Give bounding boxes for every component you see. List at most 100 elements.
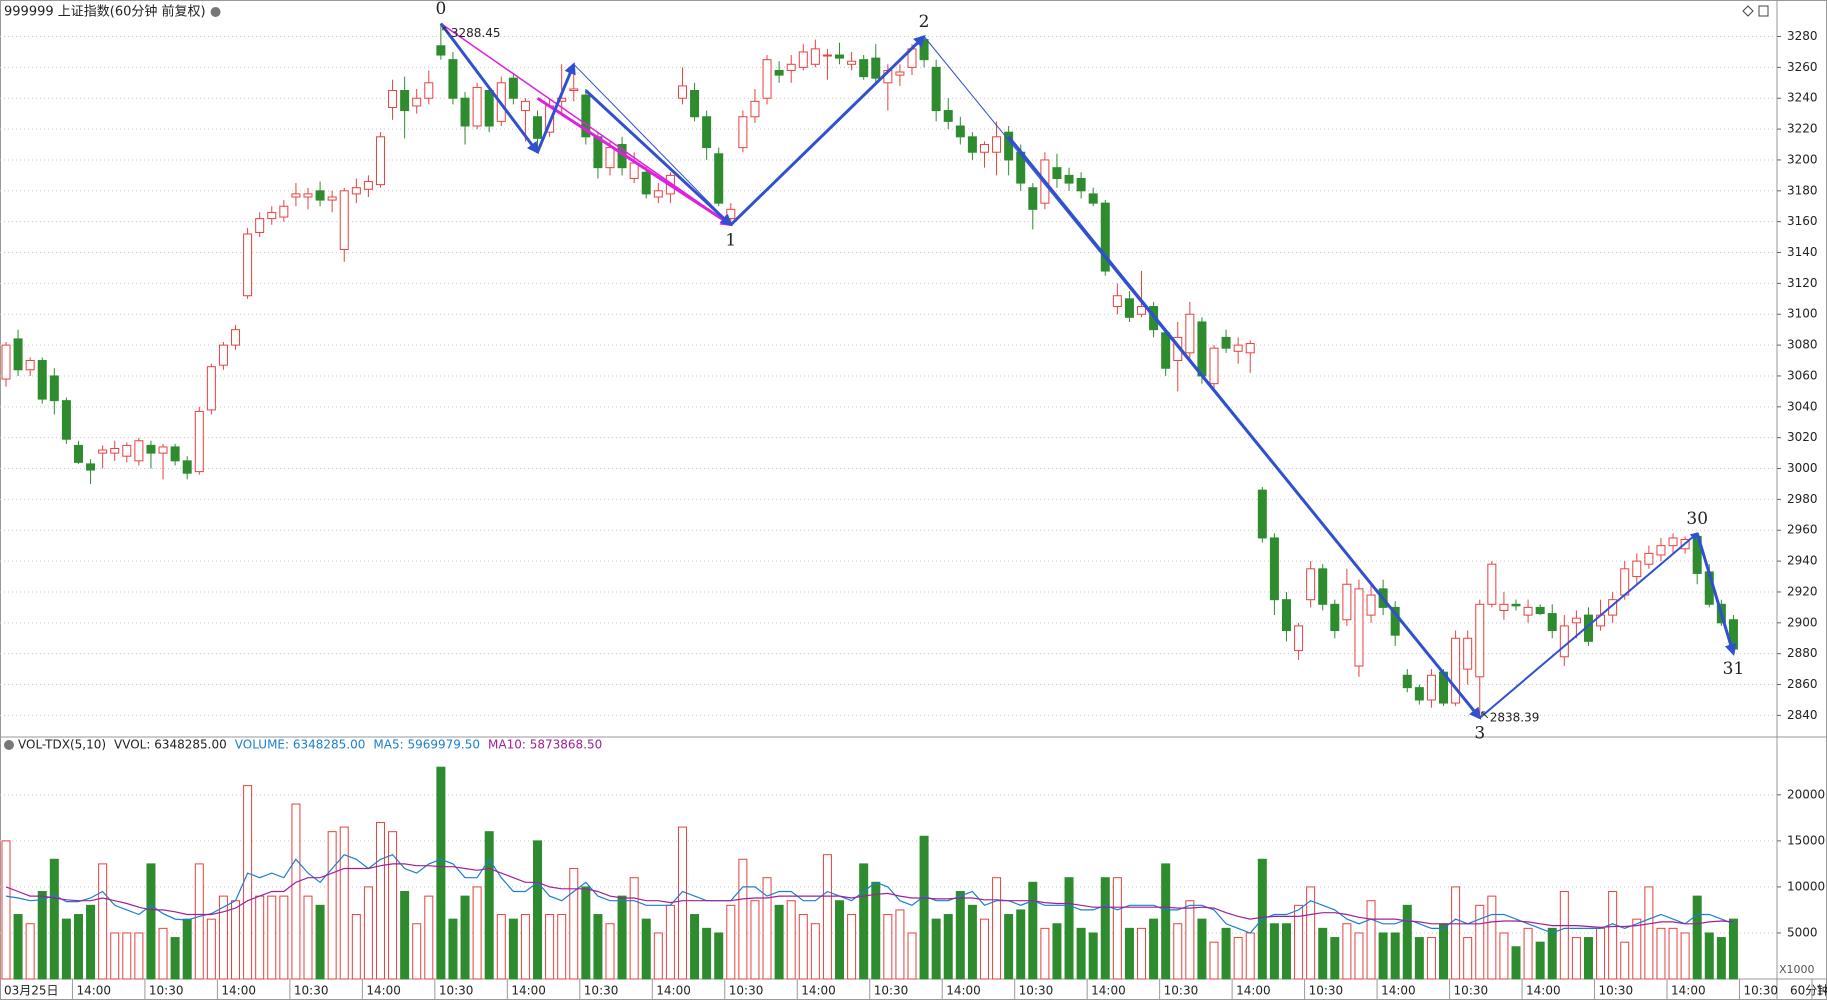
volume-bar bbox=[1016, 909, 1026, 980]
candle-body bbox=[1137, 306, 1147, 315]
volume-bar bbox=[25, 923, 35, 980]
wave-line bbox=[439, 22, 539, 155]
volume-bar bbox=[496, 914, 506, 980]
candle-body bbox=[677, 85, 687, 99]
volume-bar bbox=[919, 835, 929, 980]
volume-bar bbox=[714, 932, 724, 980]
candle-body bbox=[460, 97, 470, 127]
volume-bar bbox=[122, 932, 132, 980]
x-tick-label: 10:30 bbox=[584, 984, 619, 998]
volume-bar bbox=[1028, 881, 1038, 980]
candle-body bbox=[690, 90, 700, 118]
diamond-icon[interactable] bbox=[1742, 5, 1754, 17]
candle-body bbox=[871, 57, 881, 79]
candle-body bbox=[327, 196, 337, 201]
candle-body bbox=[243, 233, 253, 297]
volume-bar bbox=[412, 923, 422, 980]
candle-body bbox=[593, 136, 603, 169]
x-tick-label: 10:30 bbox=[729, 984, 764, 998]
title-menu-icon[interactable] bbox=[210, 7, 221, 17]
volume-bar bbox=[1281, 923, 1291, 980]
volume-bar bbox=[1716, 937, 1726, 980]
volume-bar bbox=[569, 868, 579, 980]
volume-title: VOL-TDX(5,10) bbox=[18, 738, 106, 752]
y-tick-label: 3060 bbox=[1787, 368, 1818, 382]
volume-bar bbox=[895, 909, 905, 980]
volume-bar bbox=[690, 914, 700, 980]
volume-bar bbox=[86, 904, 96, 980]
volume-bar bbox=[1426, 937, 1436, 980]
y-tick-label: 3000 bbox=[1787, 461, 1818, 475]
candle-body bbox=[122, 444, 132, 457]
candle-body bbox=[1535, 606, 1545, 615]
volume-field: MA5: 5969979.50 bbox=[373, 738, 480, 752]
wave-line bbox=[1695, 532, 1737, 656]
volume-bar bbox=[1161, 863, 1171, 980]
volume-bar bbox=[955, 891, 965, 980]
candle-body bbox=[1330, 603, 1340, 632]
price-label: 2838.39 bbox=[1490, 710, 1540, 724]
volume-bar bbox=[677, 826, 687, 980]
y-tick-label: 3240 bbox=[1787, 91, 1818, 105]
volume-bar bbox=[992, 877, 1002, 980]
volume-bar bbox=[1523, 927, 1533, 980]
candle-body bbox=[1306, 568, 1316, 601]
volume-bar bbox=[1620, 941, 1630, 980]
y-tick-label: 3160 bbox=[1787, 214, 1818, 228]
candle-body bbox=[943, 110, 953, 122]
volume-bar bbox=[375, 821, 385, 980]
candle-body bbox=[979, 144, 989, 153]
candle-body bbox=[1366, 594, 1376, 616]
volume-bar bbox=[967, 904, 977, 980]
candle-body bbox=[1112, 295, 1122, 308]
volume-bar bbox=[702, 927, 712, 980]
candle-body bbox=[61, 400, 71, 440]
candle-body bbox=[1185, 313, 1195, 354]
volume-bar bbox=[291, 803, 301, 980]
volume-bar bbox=[472, 886, 482, 980]
volume-bar bbox=[1306, 886, 1316, 980]
candle-body bbox=[1559, 625, 1569, 658]
volume-bar bbox=[484, 831, 494, 980]
window-icon[interactable] bbox=[1758, 5, 1769, 17]
volume-bar bbox=[1112, 877, 1122, 980]
wave-line bbox=[584, 89, 733, 227]
volume-bar bbox=[545, 914, 555, 980]
candle-body bbox=[1064, 174, 1074, 184]
candle-body bbox=[194, 410, 204, 473]
volume-bar bbox=[1209, 941, 1219, 980]
volume-menu-icon[interactable] bbox=[4, 740, 14, 750]
volume-bar bbox=[1632, 918, 1642, 980]
wave-line bbox=[536, 62, 576, 153]
volume-bar bbox=[158, 927, 168, 980]
volume-bar bbox=[339, 826, 349, 980]
x-tick-label: 10:30 bbox=[1164, 984, 1199, 998]
candle-body bbox=[1547, 613, 1557, 632]
volume-bar bbox=[363, 886, 373, 980]
candle-body bbox=[1028, 187, 1038, 210]
volume-field: MA10: 5873868.50 bbox=[488, 738, 602, 752]
volume-bar bbox=[1366, 900, 1376, 980]
volume-bar bbox=[1692, 895, 1702, 980]
volume-bar bbox=[847, 914, 857, 980]
x-tick-label: 10:30 bbox=[1454, 984, 1489, 998]
candle-body bbox=[146, 444, 156, 454]
candle-body bbox=[859, 59, 869, 78]
candle-body bbox=[351, 187, 361, 195]
candle-body bbox=[955, 125, 965, 138]
chart-title: 999999 上证指数(60分钟 前复权) bbox=[4, 4, 206, 20]
volume-ma10-line bbox=[5, 863, 1734, 929]
volume-bar bbox=[593, 914, 603, 980]
candle-body bbox=[1487, 563, 1497, 605]
volume-bar bbox=[605, 923, 615, 980]
candle-body bbox=[279, 205, 289, 218]
candle-body bbox=[231, 329, 241, 346]
candle-body bbox=[1390, 606, 1400, 636]
volume-bar bbox=[351, 914, 361, 980]
y-tick-label: 3260 bbox=[1787, 60, 1818, 74]
candle-body bbox=[98, 449, 108, 454]
volume-bar bbox=[810, 923, 820, 980]
volume-bar bbox=[835, 900, 845, 980]
candle-body bbox=[1294, 625, 1304, 652]
